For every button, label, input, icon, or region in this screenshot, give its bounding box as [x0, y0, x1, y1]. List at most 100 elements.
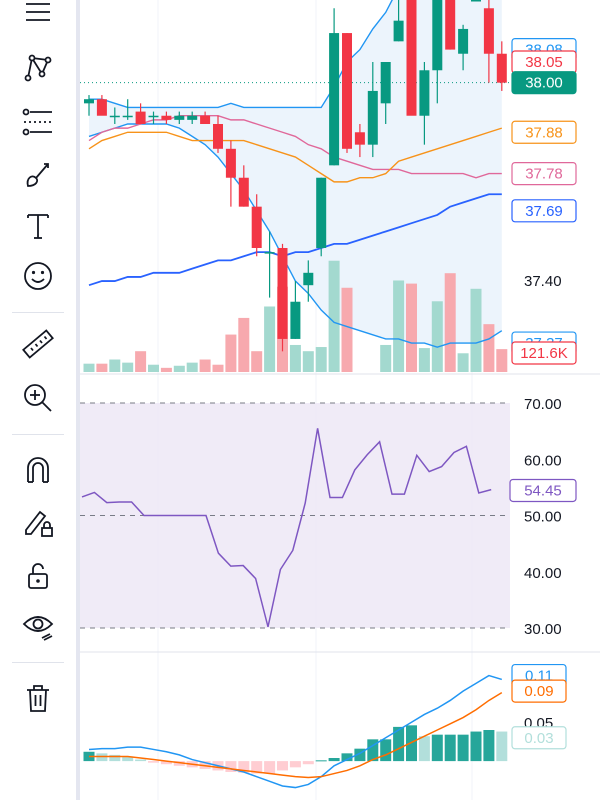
- macd-histogram-bar: [160, 761, 172, 765]
- chart-canvas[interactable]: 38.2037.6037.4038.0838.0538.0037.8837.78…: [80, 0, 600, 800]
- volume-bar: [302, 351, 314, 372]
- candle-body: [264, 252, 275, 254]
- candle-body: [148, 115, 159, 118]
- volume-bar: [483, 324, 495, 372]
- volume-bar: [96, 363, 108, 372]
- rsi-line: [81, 428, 492, 628]
- candle-body: [251, 206, 262, 248]
- eye-icon[interactable]: [14, 604, 62, 648]
- axis-mask: [516, 0, 600, 10]
- volume-bar: [457, 353, 469, 372]
- candle-body: [393, 20, 404, 42]
- volume-bar: [393, 280, 405, 372]
- moving-average-slow-line: [88, 193, 502, 287]
- volume-bar: [122, 362, 134, 372]
- macd-histogram-bar: [289, 761, 301, 768]
- macd-histogram-bar: [367, 739, 379, 762]
- macd-histogram-bar: [148, 761, 159, 763]
- macd-signal-line: [89, 692, 503, 779]
- macd-histogram-bar: [264, 761, 276, 774]
- volume-bar: [431, 301, 443, 372]
- rsi-axis-label: 30.00: [524, 621, 562, 638]
- candle-body: [406, 0, 417, 116]
- price-tag-label: 37.69: [525, 203, 563, 220]
- rsi-axis-label: 70.00: [524, 396, 562, 413]
- rsi-axis-label: 40.00: [524, 565, 562, 582]
- macd-histogram-bar: [354, 748, 366, 762]
- price-tag: [511, 71, 577, 95]
- volume-bar: [83, 363, 95, 372]
- toolbar-separator: [12, 662, 64, 663]
- volume-bar: [264, 306, 276, 372]
- emoji-tool-icon[interactable]: [14, 254, 62, 298]
- zoom-in-icon[interactable]: [14, 376, 62, 420]
- candle-body: [187, 115, 198, 120]
- macd-histogram-bar: [135, 759, 147, 762]
- price-tag: [511, 162, 577, 186]
- macd-histogram-bar: [418, 736, 430, 762]
- candle-body: [496, 53, 507, 83]
- volume-bar: [135, 351, 147, 372]
- macd-histogram-bar: [96, 753, 108, 762]
- macd-histogram-bar: [328, 758, 340, 762]
- volume-bar: [160, 367, 172, 372]
- candle-body: [200, 115, 211, 124]
- candle-body: [96, 99, 107, 116]
- rsi-axis-label: 60.00: [524, 452, 562, 469]
- candle-body: [419, 70, 430, 116]
- ruler-tool-icon[interactable]: [14, 322, 62, 366]
- lock-icon[interactable]: [14, 554, 62, 598]
- macd-histogram-bar: [457, 734, 469, 762]
- candle-body: [109, 115, 120, 118]
- moving-average-mid-line: [88, 115, 502, 179]
- lock-drawing-icon[interactable]: [14, 500, 62, 544]
- candle-body: [367, 90, 378, 145]
- volume-bar: [444, 273, 456, 372]
- trash-icon[interactable]: [14, 676, 62, 720]
- volume-bar: [406, 283, 417, 372]
- candle-body: [316, 177, 327, 248]
- volume-bar: [109, 359, 121, 372]
- magnet-icon[interactable]: [14, 448, 62, 492]
- volume-bar: [225, 334, 237, 372]
- price-tag-label: 37.78: [525, 166, 563, 183]
- macd-histogram-bar: [341, 753, 353, 762]
- candle-body: [471, 0, 481, 2]
- price-axis-label: 37.40: [524, 273, 562, 290]
- macd-line: [88, 674, 503, 789]
- rsi-value-tag: [509, 478, 577, 503]
- volume-bar: [173, 365, 185, 372]
- price-tag: [511, 199, 577, 223]
- volume-bar: [199, 359, 211, 372]
- macd-value-tag: [511, 726, 567, 750]
- macd-histogram-bar: [315, 760, 327, 762]
- macd-histogram-bar: [444, 734, 456, 762]
- text-tool-icon[interactable]: [14, 204, 62, 248]
- macd-histogram-bar: [496, 731, 508, 762]
- candle-body: [380, 62, 391, 104]
- moving-average-fast-line: [88, 127, 503, 183]
- brush-tool-icon[interactable]: [14, 152, 62, 196]
- candle-body: [238, 177, 249, 207]
- drawing-toolbar: [0, 0, 76, 800]
- candle-body: [84, 99, 94, 104]
- candle-body: [161, 115, 172, 120]
- rsi-value-label: 54.45: [524, 482, 562, 499]
- toolbar-separator: [12, 434, 64, 435]
- macd-value-tag: [511, 679, 567, 703]
- pattern-tool-icon[interactable]: [14, 46, 62, 90]
- macd-histogram-bar: [109, 754, 121, 762]
- rsi-axis-label: 50.00: [524, 509, 562, 526]
- volume-bar: [251, 351, 263, 372]
- volume-bar: [212, 364, 224, 372]
- volume-bar: [289, 344, 301, 372]
- candle-body: [445, 0, 456, 50]
- candle-body: [135, 111, 146, 124]
- macd-histogram-bar: [483, 730, 495, 762]
- bollinger-upper-line: [89, 0, 393, 109]
- volume-bar: [315, 347, 327, 372]
- macd-histogram-bar: [225, 761, 237, 772]
- bollinger-band-fill: [89, 0, 502, 348]
- fib-tool-icon[interactable]: [14, 100, 62, 144]
- lines-menu-icon[interactable]: [14, 0, 62, 34]
